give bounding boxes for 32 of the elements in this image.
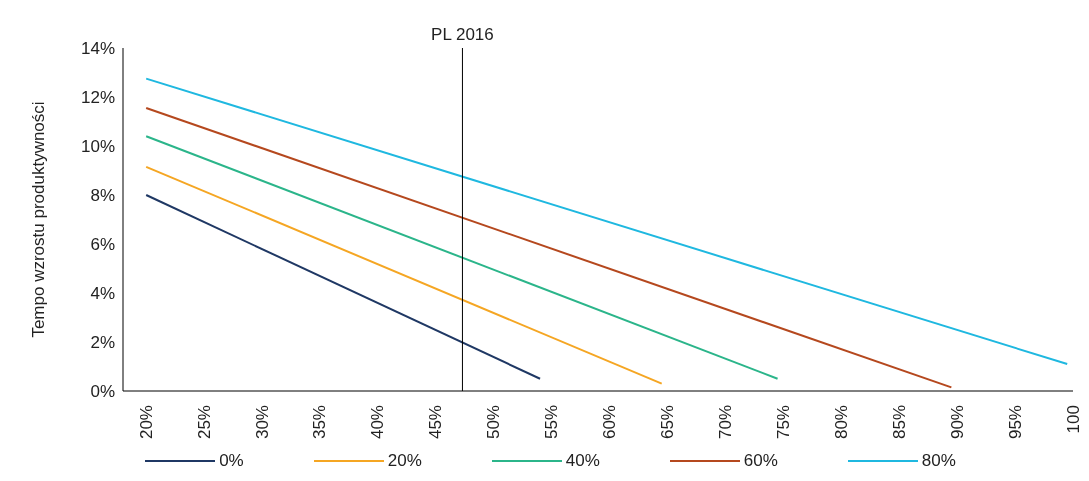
x-tick-label: 95%: [1005, 405, 1025, 440]
x-tick-label: 70%: [715, 405, 735, 440]
y-tick-label: 2%: [90, 333, 115, 353]
y-axis-title: Tempo wzrostu produktywności: [29, 101, 49, 338]
x-tick-label: 45%: [426, 405, 446, 440]
x-tick-label: 50%: [484, 405, 504, 440]
legend-label: 60%: [743, 451, 778, 471]
x-tick-label: 80%: [831, 405, 851, 440]
x-tick-label: 100: [1063, 405, 1083, 434]
x-tick-label: 20%: [136, 405, 156, 440]
x-tick-label: 75%: [773, 405, 793, 440]
legend-label: 0%: [219, 451, 244, 471]
y-tick-label: 8%: [90, 186, 115, 206]
x-tick-label: 55%: [542, 405, 562, 440]
x-tick-label: 85%: [889, 405, 909, 440]
x-tick-label: 65%: [658, 405, 678, 440]
legend-label: 40%: [565, 451, 600, 471]
y-tick-label: 6%: [90, 235, 115, 255]
x-tick-label: 30%: [252, 405, 272, 440]
y-tick-label: 12%: [80, 88, 115, 108]
x-tick-label: 40%: [368, 405, 388, 440]
x-tick-label: 35%: [310, 405, 330, 440]
y-tick-label: 4%: [90, 284, 115, 304]
y-tick-label: 0%: [90, 382, 115, 402]
legend-label: 80%: [921, 451, 956, 471]
y-tick-label: 14%: [80, 39, 115, 59]
x-tick-label: 60%: [600, 405, 620, 440]
x-tick-label: 25%: [194, 405, 214, 440]
ref-line-label: PL 2016: [431, 25, 494, 44]
y-tick-label: 10%: [80, 137, 115, 157]
legend-label: 20%: [387, 451, 422, 471]
x-tick-label: 90%: [947, 405, 967, 440]
